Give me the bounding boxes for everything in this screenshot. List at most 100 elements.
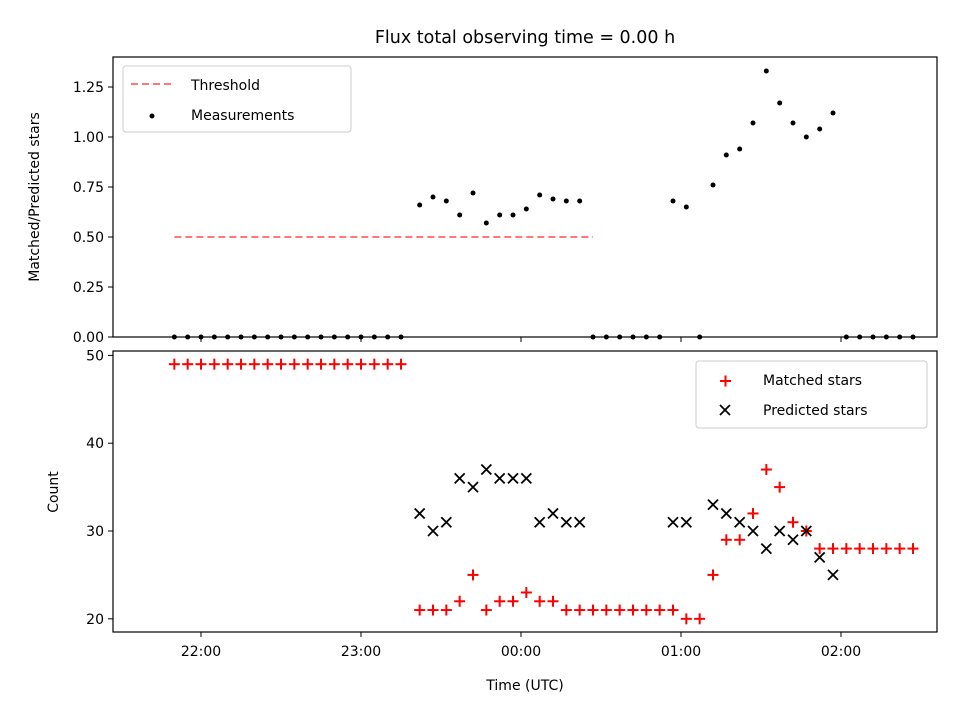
measurement-point bbox=[750, 120, 756, 126]
matched-star-point bbox=[600, 604, 612, 616]
predicted-star-point bbox=[787, 534, 799, 546]
predicted-star-point bbox=[440, 516, 452, 528]
matched-star-point bbox=[560, 604, 572, 616]
top-chart-title: Flux total observing time = 0.00 h bbox=[375, 28, 675, 48]
matched-legend-label: Matched stars bbox=[763, 373, 862, 389]
matched-legend-swatch bbox=[720, 375, 731, 387]
matched-star-point bbox=[368, 358, 380, 370]
threshold-legend-label: Threshold bbox=[190, 78, 260, 94]
matched-star-point bbox=[222, 358, 234, 370]
predicted-star-stroke bbox=[480, 463, 492, 476]
measurements-legend-swatch bbox=[149, 113, 155, 119]
matched-star-point bbox=[760, 464, 772, 476]
top-plot-area bbox=[171, 68, 916, 340]
matched-star-point bbox=[734, 534, 746, 546]
bottom-y-tick-label: 40 bbox=[86, 436, 104, 452]
predicted-star-point bbox=[574, 516, 586, 528]
matched-star-point bbox=[382, 358, 394, 370]
matched-star-point bbox=[328, 358, 340, 370]
measurement-point bbox=[443, 198, 449, 204]
predicted-star-point bbox=[760, 542, 772, 555]
matched-star-point bbox=[195, 358, 207, 370]
bottom-legend-box bbox=[695, 360, 928, 429]
predicted-star-stroke bbox=[774, 525, 786, 537]
matched-star-point bbox=[747, 507, 759, 519]
measurement-point bbox=[763, 68, 769, 74]
matched-star-point bbox=[707, 569, 719, 581]
matched-star-point bbox=[627, 604, 639, 616]
predicted-star-point bbox=[520, 472, 532, 484]
bottom-y-axis-label: Count bbox=[46, 471, 62, 513]
matched-star-point bbox=[342, 358, 354, 370]
predicted-star-point bbox=[747, 525, 759, 537]
predicted-star-stroke bbox=[520, 472, 532, 484]
predicted-star-point bbox=[734, 516, 746, 528]
measurement-point bbox=[430, 194, 436, 200]
bottom-axis-ticks: 20 30 40 50 22:00 23:00 00:00 01:00 02:00 bbox=[86, 348, 861, 660]
predicted-legend-swatch bbox=[719, 404, 731, 416]
predicted-star-stroke bbox=[720, 507, 732, 520]
bottom-x-tick-label: 00:00 bbox=[501, 644, 541, 660]
matched-star-point bbox=[840, 543, 852, 555]
predicted-star-point bbox=[480, 463, 492, 476]
measurement-point bbox=[470, 190, 476, 196]
predicted-star-stroke bbox=[787, 534, 799, 546]
matched-star-point bbox=[440, 604, 452, 616]
predicted-star-stroke bbox=[534, 516, 546, 528]
matched-star-point bbox=[894, 543, 906, 555]
top-y-tick-label: 1.00 bbox=[73, 130, 104, 146]
matched-star-point bbox=[614, 604, 626, 616]
measurement-point bbox=[577, 198, 583, 204]
measurement-point bbox=[537, 192, 543, 198]
predicted-star-stroke bbox=[467, 481, 479, 493]
predicted-star-point bbox=[534, 516, 546, 528]
x-axis-label: Time (UTC) bbox=[485, 678, 563, 694]
matched-star-point bbox=[680, 613, 692, 625]
top-plot-frame bbox=[112, 56, 938, 338]
predicted-star-stroke bbox=[494, 472, 506, 484]
matched-star-point bbox=[467, 569, 479, 581]
bottom-x-tick-label: 23:00 bbox=[341, 644, 381, 660]
predicted-star-stroke bbox=[747, 525, 759, 537]
predicted-star-stroke bbox=[800, 525, 812, 537]
predicted-star-stroke bbox=[574, 516, 586, 528]
measurement-point bbox=[497, 212, 503, 218]
matched-star-point bbox=[774, 481, 786, 493]
matched-star-point bbox=[248, 358, 260, 370]
matched-star-point bbox=[454, 595, 466, 607]
matched-star-point bbox=[182, 358, 194, 370]
predicted-star-point bbox=[800, 525, 812, 537]
measurement-point bbox=[510, 212, 516, 218]
matched-star-point bbox=[507, 595, 519, 607]
bottom-y-tick-label: 30 bbox=[86, 524, 104, 540]
predicted-star-point bbox=[414, 507, 426, 520]
matched-star-point bbox=[302, 358, 314, 370]
top-y-tick-label: 0.75 bbox=[73, 180, 104, 196]
predicted-legend-label: Predicted stars bbox=[763, 403, 868, 419]
predicted-star-stroke bbox=[454, 472, 466, 484]
matched-star-point bbox=[640, 604, 652, 616]
bottom-plot-frame bbox=[112, 350, 938, 633]
predicted-star-stroke bbox=[560, 516, 572, 528]
bottom-y-tick-label: 20 bbox=[86, 612, 104, 628]
measurement-point bbox=[777, 100, 783, 106]
measurement-point bbox=[683, 204, 689, 210]
measurement-point bbox=[563, 198, 569, 204]
matched-star-point bbox=[654, 604, 666, 616]
predicted-star-stroke bbox=[734, 516, 746, 528]
predicted-star-point bbox=[720, 507, 732, 520]
matched-star-point bbox=[574, 604, 586, 616]
measurement-point bbox=[523, 206, 529, 212]
matched-star-point bbox=[880, 543, 892, 555]
predicted-star-point bbox=[467, 481, 479, 493]
matched-star-point bbox=[587, 604, 599, 616]
top-y-tick-label: 1.25 bbox=[73, 80, 104, 96]
predicted-star-stroke bbox=[707, 499, 719, 511]
predicted-star-point bbox=[707, 499, 719, 511]
matched-star-point bbox=[395, 358, 407, 370]
measurement-point bbox=[710, 182, 716, 188]
matched-star-point bbox=[534, 595, 546, 607]
measurement-point bbox=[457, 212, 463, 218]
top-axis-ticks: 0.00 0.25 0.50 0.75 1.00 1.25 bbox=[73, 80, 842, 346]
